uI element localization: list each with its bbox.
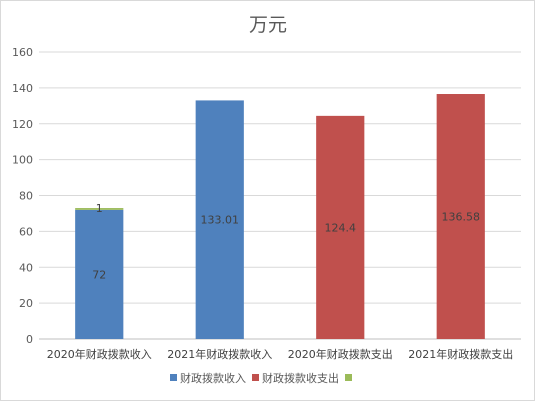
legend-swatch xyxy=(252,374,259,381)
x-category-label: 2021年财政拨款收入 xyxy=(167,347,272,361)
x-category-label: 2020年财政拨款收入 xyxy=(47,347,152,361)
data-label: 1 xyxy=(96,202,103,215)
legend-swatch xyxy=(170,374,177,381)
y-tick-label: 20 xyxy=(19,297,33,310)
y-tick-label: 100 xyxy=(12,154,33,167)
y-tick-label: 40 xyxy=(19,261,33,274)
chart-title: 万元 xyxy=(249,14,287,36)
data-labels: 72 1 133.01 124.4 136.58 xyxy=(92,202,480,281)
bars xyxy=(75,94,485,339)
y-tick-label: 120 xyxy=(12,118,33,131)
legend: 财政拨款收入 财政拨款收支出 xyxy=(170,371,352,385)
data-label: 124.4 xyxy=(325,221,357,234)
y-axis-ticks: 0 20 40 60 80 100 120 140 160 xyxy=(12,46,33,346)
y-tick-label: 140 xyxy=(12,82,33,95)
y-tick-label: 0 xyxy=(26,333,33,346)
bar-1 xyxy=(195,100,244,339)
bar-3 xyxy=(75,208,124,210)
x-axis-categories: 2020年财政拨款收入 2021年财政拨款收入 2020年财政拨款支出 2021年财政… xyxy=(47,347,514,361)
x-category-label: 2021年财政拨款支出 xyxy=(408,347,513,361)
y-tick-label: 80 xyxy=(19,190,33,203)
data-label: 133.01 xyxy=(201,214,240,227)
legend-label: 财政拨款收入 xyxy=(180,371,246,385)
bar-2 xyxy=(316,115,365,339)
y-tick-label: 160 xyxy=(12,46,33,59)
data-label: 72 xyxy=(92,268,106,281)
legend-label: 财政拨款收支出 xyxy=(262,371,339,385)
legend-swatch xyxy=(345,374,352,381)
bar-2 xyxy=(436,94,485,339)
data-label: 136.58 xyxy=(442,211,481,224)
x-category-label: 2020年财政拨款支出 xyxy=(288,347,393,361)
bar-1 xyxy=(75,209,124,339)
y-tick-label: 60 xyxy=(19,225,33,238)
